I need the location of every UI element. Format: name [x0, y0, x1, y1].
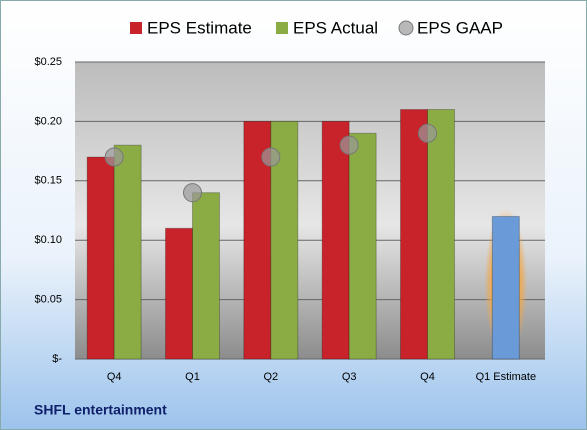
- marker: [183, 183, 202, 203]
- legend-swatch: [130, 22, 142, 34]
- y-tick-label: $0.10: [34, 234, 62, 246]
- plot-area: [75, 62, 545, 359]
- legend-swatch: [276, 22, 288, 34]
- bar: [427, 109, 455, 360]
- y-tick-label: $0.20: [34, 115, 62, 127]
- x-tick-label: Q1 Estimate: [476, 371, 537, 383]
- x-tick-label: Q1: [185, 371, 200, 383]
- x-tick-label: Q3: [342, 371, 357, 383]
- bar: [86, 156, 115, 360]
- bar: [165, 227, 193, 360]
- marker: [339, 135, 359, 155]
- y-tick-label: $0.15: [34, 175, 62, 187]
- bar: [491, 215, 520, 360]
- y-tick-label: $-: [52, 353, 62, 365]
- bar: [192, 192, 220, 360]
- bar: [400, 109, 428, 360]
- legend-label: EPS GAAP: [417, 18, 503, 37]
- y-tick-label: $0.05: [34, 294, 62, 306]
- footer: SHFL entertainment: [34, 402, 167, 418]
- x-tick-label: Q2: [263, 371, 278, 383]
- y-tick-label: $0.25: [34, 56, 62, 68]
- bar: [113, 144, 142, 360]
- marker: [104, 147, 124, 167]
- bar: [348, 132, 377, 360]
- legend-label: EPS Actual: [293, 18, 378, 37]
- x-tick-label: Q4: [420, 371, 435, 383]
- legend-label: EPS Estimate: [147, 18, 252, 37]
- bar: [321, 120, 350, 360]
- x-tick-label: Q4: [107, 371, 122, 383]
- marker: [418, 123, 437, 143]
- legend-marker: [398, 20, 414, 36]
- marker: [261, 147, 281, 167]
